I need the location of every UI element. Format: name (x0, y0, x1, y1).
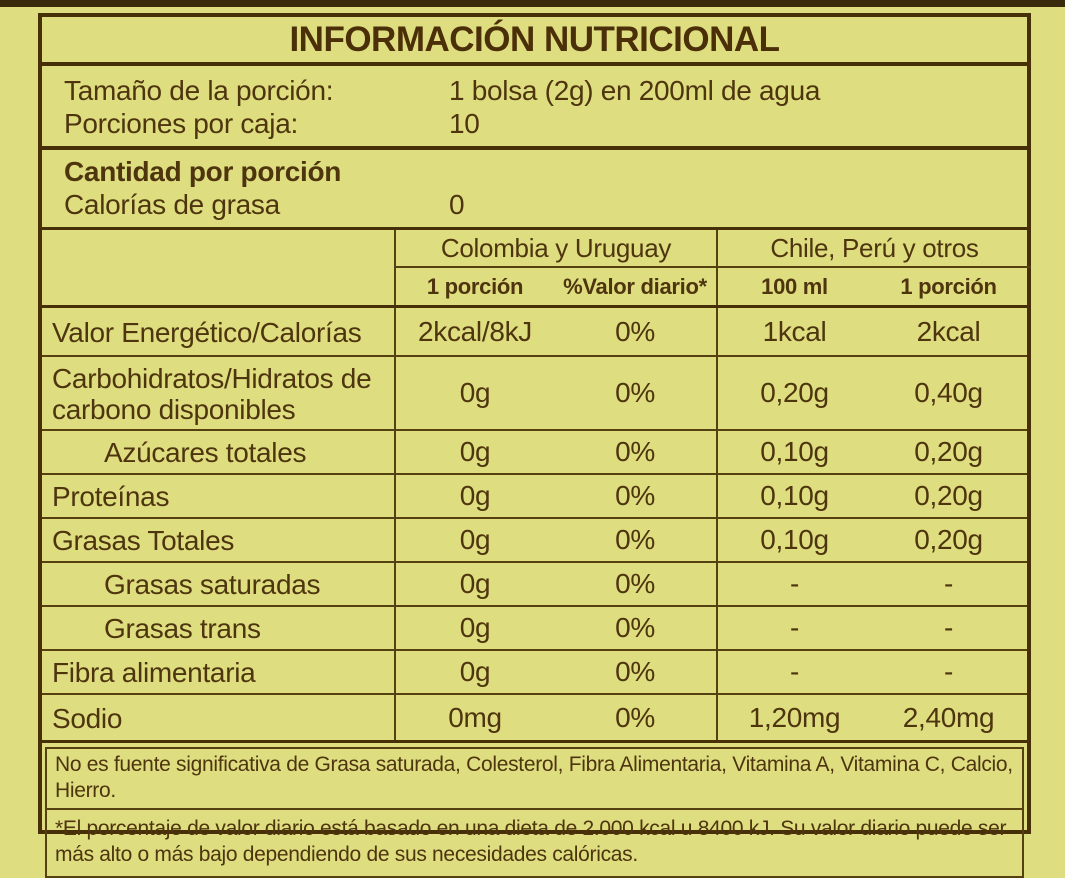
daily-value-footnote: *El porcentaje de valor diario está basa… (45, 810, 1024, 878)
table-row-dietary-fiber: Fibra alimentaria 0g 0% - - (42, 651, 1027, 695)
row-value: 0% (615, 436, 655, 467)
row-name: Fibra alimentaria (52, 657, 256, 688)
label-title-row: INFORMACIÓN NUTRICIONAL (42, 17, 1027, 66)
table-row-total-fat: Grasas Totales 0g 0% 0,10g 0,20g (42, 519, 1027, 563)
label-title: INFORMACIÓN NUTRICIONAL (289, 19, 780, 59)
row-name: Grasas Totales (52, 525, 235, 556)
row-value: 0,20g (716, 357, 871, 429)
row-value: 0,20g (914, 436, 983, 467)
column-header-row: 1 porción %Valor diario* 100 ml 1 porció… (42, 268, 1027, 308)
nutrition-label: INFORMACIÓN NUTRICIONAL Tamaño de la por… (38, 13, 1031, 878)
row-value: - (716, 651, 871, 693)
table-row-total-sugars: Azúcares totales 0g 0% 0,10g 0,20g (42, 431, 1027, 475)
row-value: 0,10g (716, 475, 871, 517)
row-value: 0g (394, 607, 554, 649)
row-value: 1,20mg (716, 695, 871, 740)
column-header-spacer (42, 268, 394, 305)
row-value: 0% (615, 377, 655, 408)
row-name: Azúcares totales (104, 437, 307, 468)
calories-from-fat-value: 0 (449, 189, 465, 220)
row-value: 0% (615, 701, 655, 733)
row-value: - (943, 568, 954, 599)
row-value: 0g (394, 651, 554, 693)
row-value: 0% (615, 612, 655, 643)
row-value: 0,20g (914, 524, 983, 555)
row-value: 0% (615, 480, 655, 511)
table-row-trans-fat: Grasas trans 0g 0% - - (42, 607, 1027, 651)
row-value: 0% (615, 656, 655, 687)
row-value: 0mg (394, 695, 554, 740)
row-value: 0,10g (716, 519, 871, 561)
row-name: Carbohidratos/Hidratos de carbono dispon… (52, 362, 372, 425)
column-header-porcion-co: 1 porción (394, 268, 554, 305)
row-value: 0% (615, 315, 655, 347)
table-row-sodium: Sodio 0mg 0% 1,20mg 2,40mg (42, 695, 1027, 743)
serving-size-row: Tamaño de la porción: 1 bolsa (2g) en 20… (42, 74, 1027, 107)
row-value: 2kcal (916, 315, 981, 347)
serving-size-value: 1 bolsa (2g) en 200ml de agua (449, 75, 821, 106)
row-value: 0g (394, 431, 554, 473)
table-row-energy: Valor Energético/Calorías 2kcal/8kJ 0% 1… (42, 308, 1027, 357)
column-header-porcion-cl: 1 porción (900, 273, 997, 299)
row-value: 0% (615, 524, 655, 555)
amount-per-serving-heading: Cantidad por porción (64, 156, 342, 187)
row-value: - (716, 563, 871, 605)
servings-per-box-row: Porciones por caja: 10 (42, 107, 1027, 140)
row-value: 0,40g (914, 377, 983, 408)
country-group-colombia-uruguay: Colombia y Uruguay (394, 230, 716, 268)
row-value: 0g (394, 519, 554, 561)
row-value: - (943, 612, 954, 643)
row-name: Proteínas (52, 481, 170, 512)
table-row-carbohydrates: Carbohidratos/Hidratos de carbono dispon… (42, 357, 1027, 431)
table-row-saturated-fat: Grasas saturadas 0g 0% - - (42, 563, 1027, 607)
row-value: 0g (394, 475, 554, 517)
serving-block: Tamaño de la porción: 1 bolsa (2g) en 20… (42, 66, 1027, 150)
country-group-spacer (42, 230, 394, 268)
table-row-protein: Proteínas 0g 0% 0,10g 0,20g (42, 475, 1027, 519)
row-value: - (716, 607, 871, 649)
serving-size-label: Tamaño de la porción: (64, 75, 334, 106)
calories-from-fat-row: Calorías de grasa 0 (42, 188, 1027, 221)
row-name: Valor Energético/Calorías (52, 316, 362, 348)
row-value: - (943, 656, 954, 687)
row-name: Grasas trans (104, 613, 261, 644)
row-value: 2,40mg (902, 701, 995, 733)
row-value: 0% (615, 568, 655, 599)
row-value: 2kcal/8kJ (394, 308, 554, 355)
servings-per-box-label: Porciones por caja: (64, 108, 298, 139)
country-group-chile-peru: Chile, Perú y otros (716, 230, 1031, 268)
servings-per-box-value: 10 (449, 108, 480, 139)
column-header-100ml: 100 ml (716, 268, 871, 305)
calories-from-fat-label: Calorías de grasa (64, 189, 280, 220)
column-header-valor-diario: %Valor diario* (563, 273, 707, 299)
row-value: 0,20g (914, 480, 983, 511)
row-name: Sodio (52, 702, 123, 734)
row-value: 1kcal (716, 308, 871, 355)
row-value: 0g (394, 563, 554, 605)
package-edge-strip (0, 0, 1065, 7)
row-value: 0,10g (716, 431, 871, 473)
amount-per-serving-block: Cantidad por porción Calorías de grasa 0 (42, 150, 1027, 230)
row-value: 0g (394, 357, 554, 429)
row-name: Grasas saturadas (104, 569, 321, 600)
not-significant-source-note: No es fuente significativa de Grasa satu… (45, 747, 1024, 810)
country-group-header-row: Colombia y Uruguay Chile, Perú y otros (42, 230, 1031, 268)
